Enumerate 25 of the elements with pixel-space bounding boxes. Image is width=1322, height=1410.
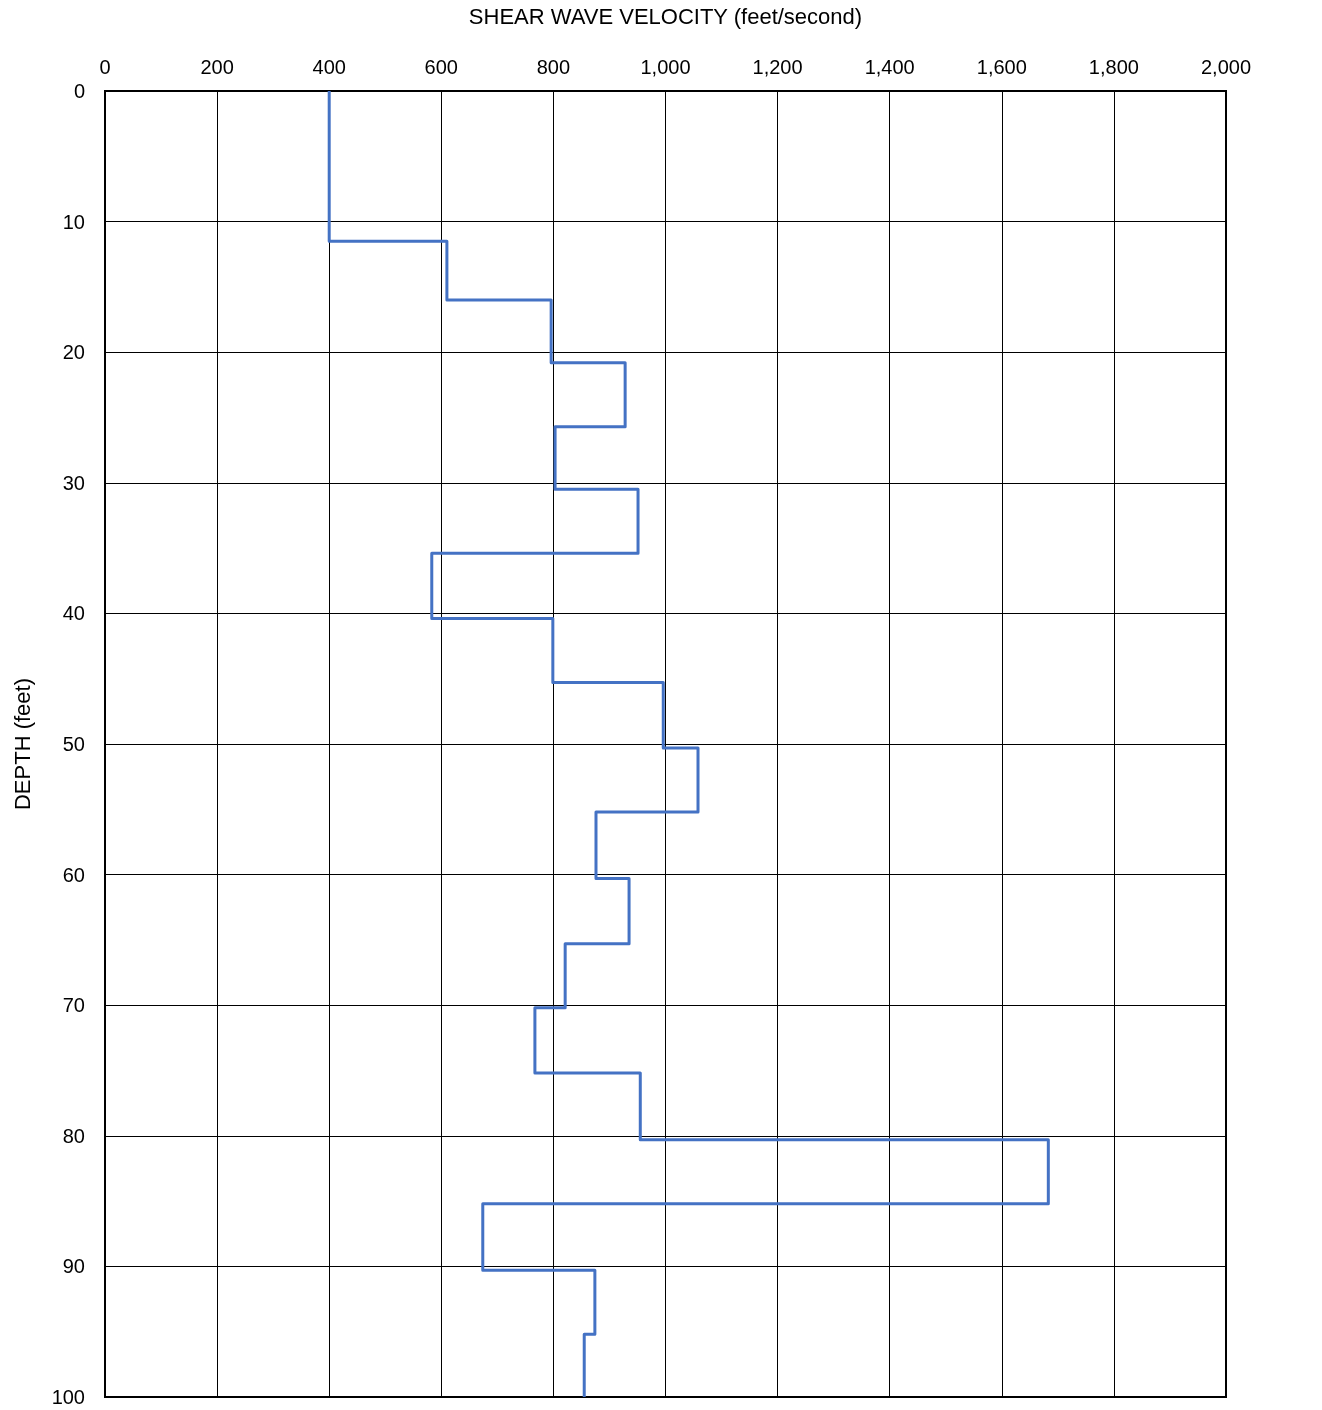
y-tick-label: 60	[62, 863, 85, 886]
y-tick-label: 90	[62, 1255, 85, 1278]
x-tick-label: 2,000	[1200, 56, 1252, 78]
y-tick-label: 80	[62, 1124, 85, 1147]
y-axis-title: DEPTH (feet)	[9, 677, 35, 811]
y-tick-label: 100	[51, 1386, 85, 1408]
x-tick-label: 0	[99, 56, 111, 78]
y-tick-label: 0	[73, 80, 85, 102]
y-tick-label: 50	[62, 733, 85, 755]
y-tick-label: 70	[62, 994, 85, 1017]
y-tick-label: 10	[62, 210, 85, 233]
line-series	[327, 89, 1050, 1399]
y-tick-label: 30	[62, 471, 85, 494]
x-tick-label: 1,000	[640, 56, 691, 78]
x-tick-label: 400	[312, 56, 346, 78]
y-tick-label: 20	[62, 341, 85, 364]
x-tick-label: 1,400	[864, 56, 915, 78]
x-tick-label: 600	[424, 56, 458, 78]
x-tick-label: 200	[200, 56, 234, 78]
x-tick-label: 1,600	[976, 56, 1027, 78]
x-tick-label: 1,800	[1088, 56, 1139, 78]
y-tick-label: 40	[62, 602, 85, 625]
x-tick-label: 1,200	[752, 56, 803, 78]
x-axis-title: SHEAR WAVE VELOCITY (feet/second)	[468, 3, 863, 29]
x-tick-label: 800	[536, 56, 571, 78]
